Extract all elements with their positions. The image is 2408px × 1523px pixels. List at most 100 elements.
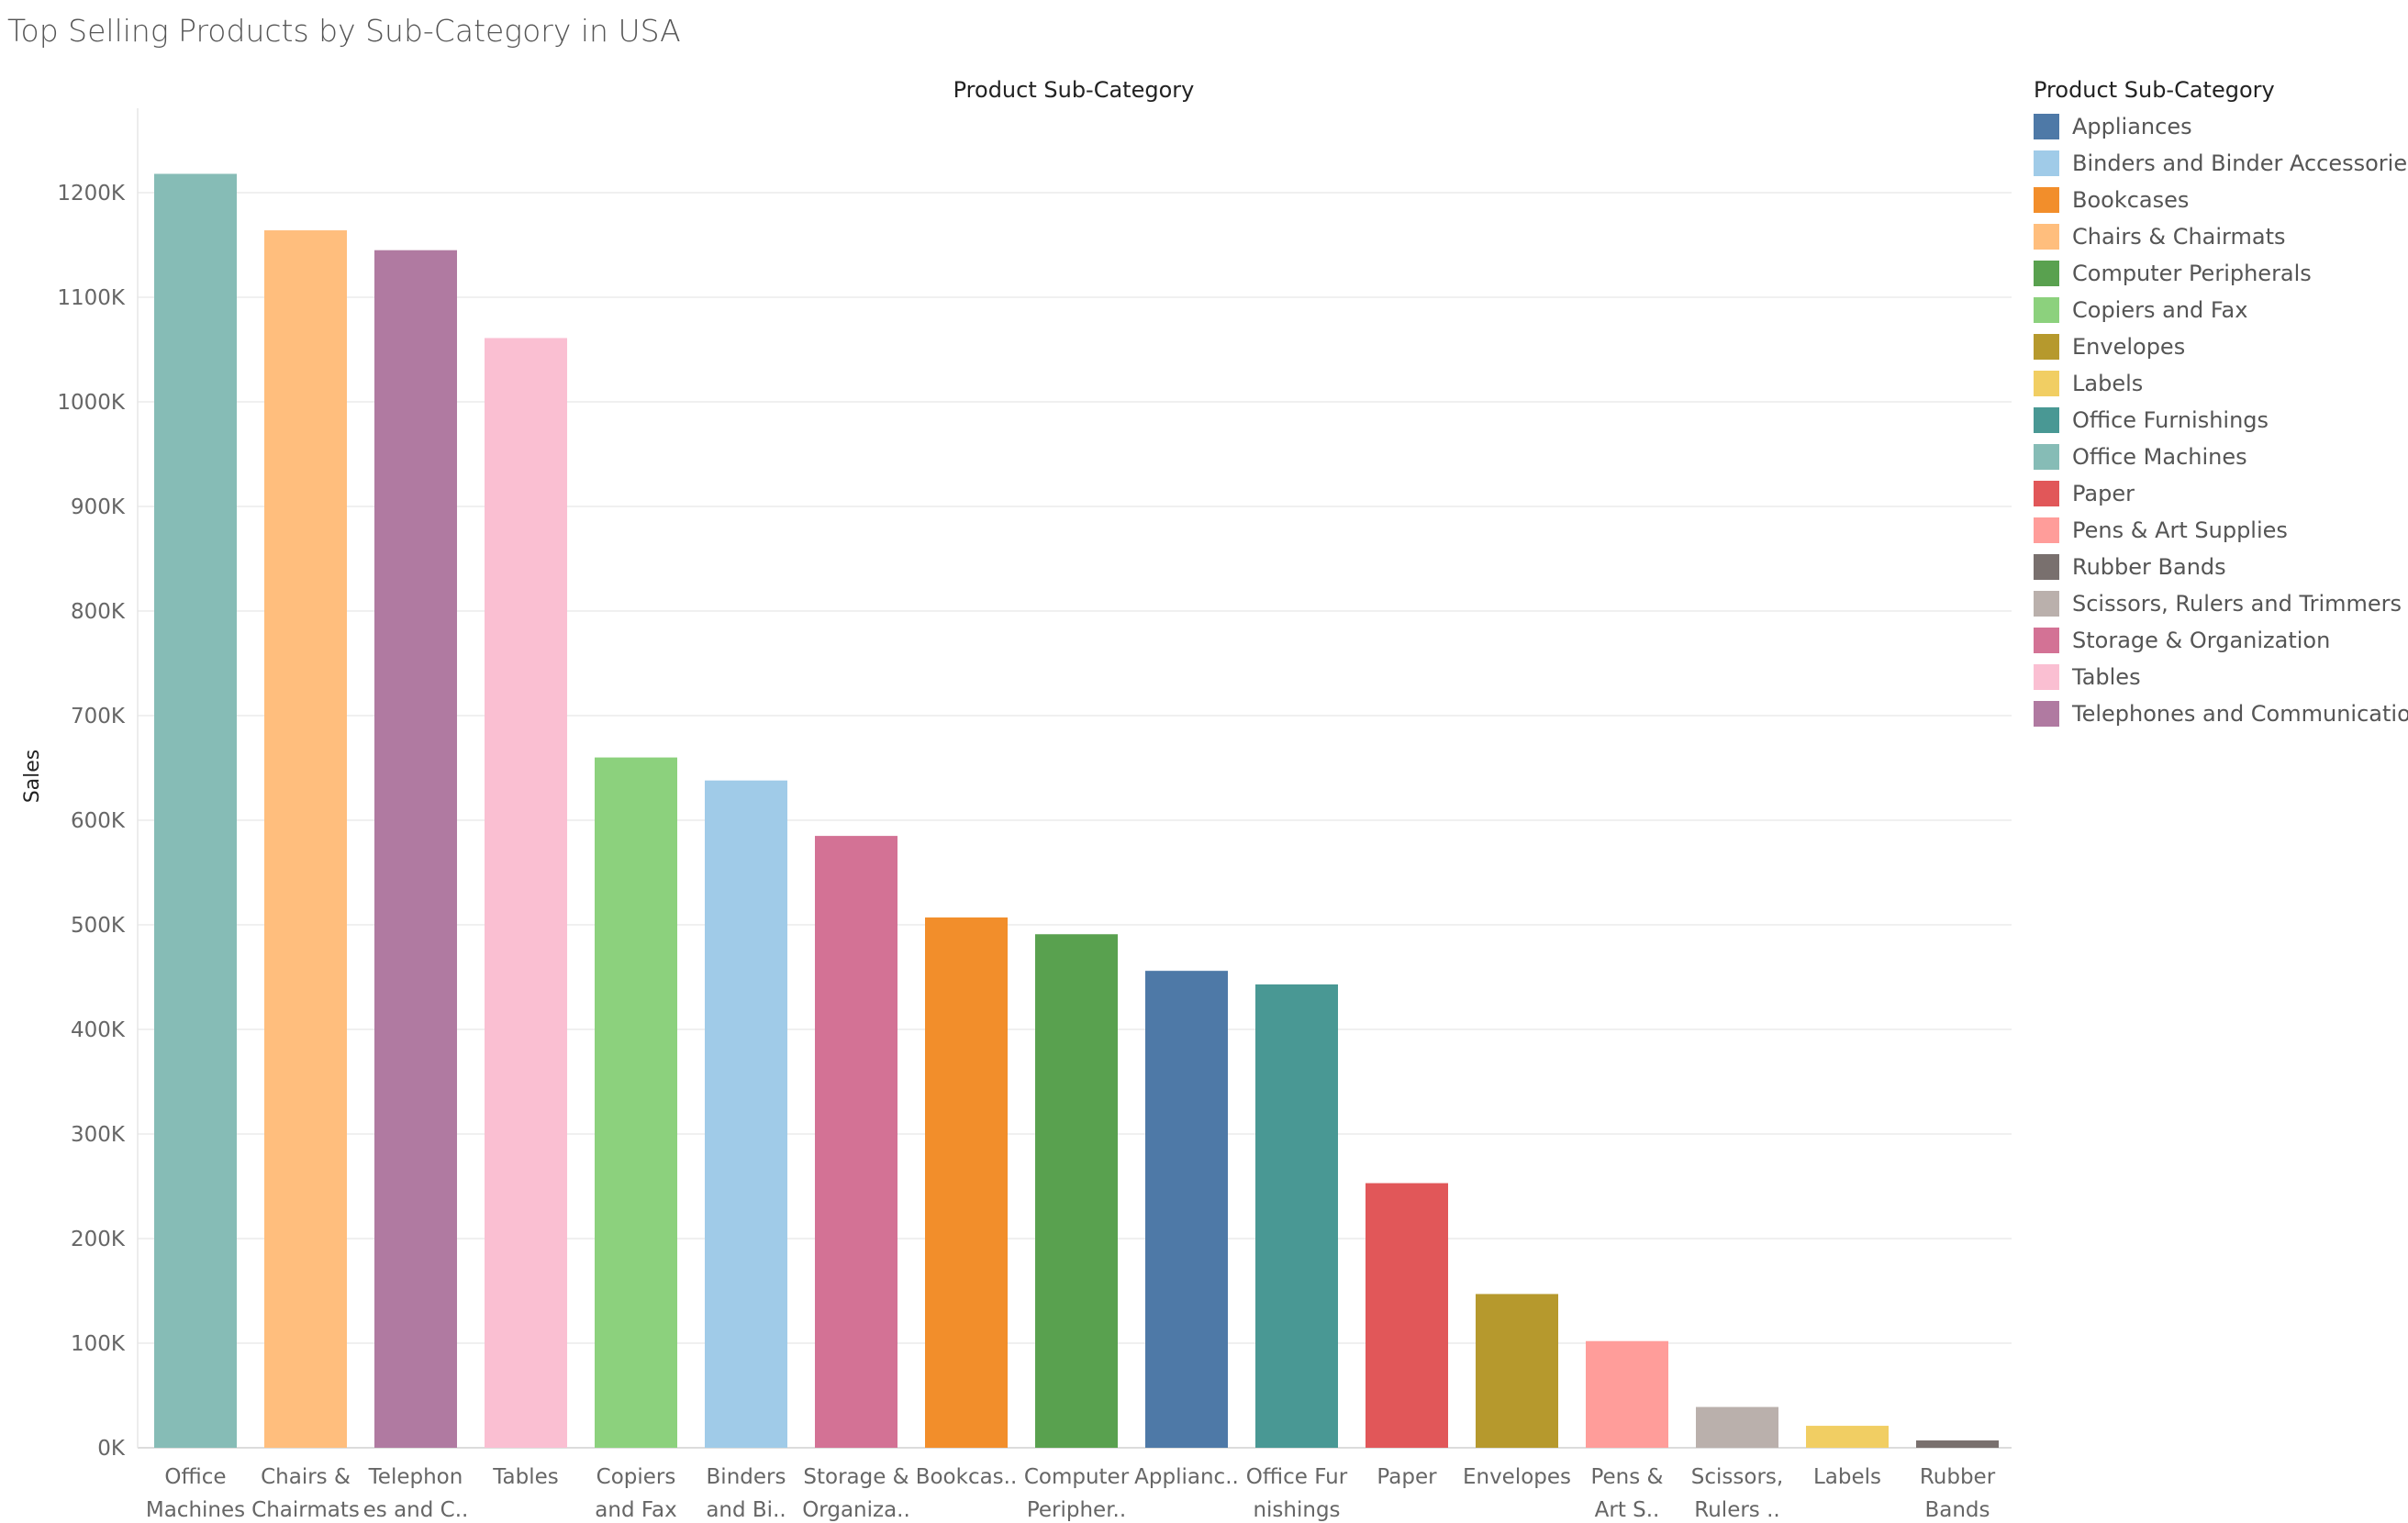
legend-item[interactable]: Telephones and Communication: [2034, 695, 2408, 732]
legend-label: Copiers and Fax: [2072, 297, 2248, 323]
legend-label: Office Machines: [2072, 444, 2247, 470]
legend-item[interactable]: Office Furnishings: [2034, 402, 2408, 439]
y-tick-label: 500K: [71, 914, 126, 938]
legend-swatch: [2034, 150, 2059, 176]
legend-swatch: [2034, 664, 2059, 690]
x-tick-label: Pens &: [1590, 1465, 1663, 1489]
x-tick-label: Organiza..: [802, 1498, 910, 1522]
x-tick-label: Envelopes: [1463, 1465, 1571, 1489]
bars: [154, 173, 1999, 1449]
legend-item[interactable]: Office Machines: [2034, 439, 2408, 475]
bar-copiers-and-fax[interactable]: [595, 757, 677, 1448]
bar-labels[interactable]: [1806, 1426, 1889, 1448]
legend-item[interactable]: Bookcases: [2034, 182, 2408, 218]
y-tick-label: 400K: [71, 1018, 126, 1042]
bar-pens-art-supplies[interactable]: [1586, 1340, 1668, 1448]
legend-label: Bookcases: [2072, 187, 2190, 213]
x-tick-label: Peripher..: [1027, 1498, 1126, 1522]
y-tick-label: 0K: [97, 1437, 126, 1461]
x-tick-label: Storage &: [803, 1465, 909, 1489]
legend-label: Envelopes: [2072, 334, 2186, 360]
x-tick-label: Paper: [1377, 1465, 1437, 1489]
legend-item[interactable]: Scissors, Rulers and Trimmers: [2034, 585, 2408, 622]
legend-item[interactable]: Rubber Bands: [2034, 549, 2408, 585]
legend-swatch: [2034, 701, 2059, 727]
legend-label: Storage & Organization: [2072, 628, 2331, 653]
legend-item[interactable]: Appliances: [2034, 108, 2408, 145]
bar-office-furnishings[interactable]: [1255, 984, 1338, 1448]
y-tick-label: 200K: [71, 1228, 126, 1251]
legend-label: Paper: [2072, 481, 2135, 506]
legend-swatch: [2034, 224, 2059, 250]
legend: Product Sub-Category Appliances Binders a…: [2034, 77, 2408, 732]
x-tick-label: Chairmats: [251, 1498, 360, 1522]
bar-scissors-rulers-and-trimmers[interactable]: [1696, 1406, 1778, 1448]
bar-chart: 0K 100K 200K 300K 400K 500K 600K 700K 800K 900K 10…: [21, 77, 2012, 1522]
legend-item[interactable]: Pens & Art Supplies: [2034, 512, 2408, 549]
x-tick-label: Office Fur: [1246, 1465, 1348, 1489]
y-tick-label: 700K: [71, 705, 126, 728]
bar-appliances[interactable]: [1145, 971, 1228, 1448]
legend-label: Pens & Art Supplies: [2072, 517, 2288, 543]
y-tick-label: 600K: [71, 809, 126, 833]
x-tick-label: Bands: [1924, 1498, 1990, 1522]
legend-item[interactable]: Chairs & Chairmats: [2034, 218, 2408, 255]
x-tick-label: Copiers: [596, 1465, 676, 1489]
legend-swatch: [2034, 261, 2059, 286]
bar-office-machines[interactable]: [154, 173, 237, 1449]
y-tick-label: 100K: [71, 1332, 126, 1356]
y-tick-label: 1100K: [57, 286, 126, 310]
bar-tables[interactable]: [485, 338, 567, 1449]
legend-label: Computer Peripherals: [2072, 261, 2312, 286]
legend-swatch: [2034, 297, 2059, 323]
legend-label: Labels: [2072, 371, 2144, 396]
legend-item[interactable]: Paper: [2034, 475, 2408, 512]
legend-item[interactable]: Binders and Binder Accessories: [2034, 145, 2408, 182]
bar-envelopes[interactable]: [1476, 1294, 1558, 1448]
x-tick-label: Computer: [1024, 1465, 1130, 1489]
x-tick-label: Chairs &: [261, 1465, 351, 1489]
bar-rubber-bands[interactable]: [1916, 1440, 1999, 1448]
bar-computer-peripherals[interactable]: [1035, 934, 1118, 1448]
legend-title: Product Sub-Category: [2034, 77, 2275, 103]
bar-telephones-and-communication[interactable]: [374, 250, 457, 1449]
x-tick-label: Labels: [1813, 1465, 1881, 1489]
bar-paper[interactable]: [1366, 1183, 1448, 1448]
legend-item[interactable]: Storage & Organization: [2034, 622, 2408, 659]
legend-label: Rubber Bands: [2072, 554, 2226, 580]
legend-item[interactable]: Envelopes: [2034, 328, 2408, 365]
x-tick-label: Binders: [707, 1465, 786, 1489]
legend-swatch: [2034, 334, 2059, 360]
legend-item[interactable]: Copiers and Fax: [2034, 292, 2408, 328]
x-tick-label: Rubber: [1920, 1465, 1996, 1489]
x-tick-label: Applianc..: [1134, 1465, 1239, 1489]
legend-swatch: [2034, 114, 2059, 139]
legend-swatch: [2034, 517, 2059, 543]
legend-item[interactable]: Labels: [2034, 365, 2408, 402]
legend-swatch: [2034, 187, 2059, 213]
x-tick-label: Tables: [492, 1465, 558, 1489]
legend-swatch: [2034, 371, 2059, 396]
x-tick-label: Machines: [146, 1498, 245, 1522]
y-axis-ticks: 0K 100K 200K 300K 400K 500K 600K 700K 800K 900K 10…: [57, 182, 126, 1461]
x-tick-label: nishings: [1253, 1498, 1340, 1522]
legend-swatch: [2034, 444, 2059, 470]
bar-binders-and-binder-accessories[interactable]: [705, 780, 787, 1448]
bar-storage-organization[interactable]: [815, 836, 897, 1448]
legend-item[interactable]: Tables: [2034, 659, 2408, 695]
y-tick-label: 300K: [71, 1123, 126, 1147]
legend-label: Binders and Binder Accessories: [2072, 150, 2408, 176]
legend-label: Office Furnishings: [2072, 407, 2269, 433]
x-tick-label: es and C..: [363, 1498, 469, 1522]
legend-label: Appliances: [2072, 114, 2192, 139]
legend-label: Scissors, Rulers and Trimmers: [2072, 591, 2402, 617]
chart-title: Top Selling Products by Sub-Category in …: [7, 13, 681, 49]
legend-swatch: [2034, 554, 2059, 580]
x-tick-label: Telephon: [368, 1465, 463, 1489]
legend-item[interactable]: Computer Peripherals: [2034, 255, 2408, 292]
legend-label: Tables: [2072, 664, 2141, 690]
bar-bookcases[interactable]: [925, 917, 1008, 1448]
y-tick-label: 800K: [71, 600, 126, 624]
legend-swatch: [2034, 481, 2059, 506]
bar-chairs-chairmats[interactable]: [264, 230, 347, 1448]
